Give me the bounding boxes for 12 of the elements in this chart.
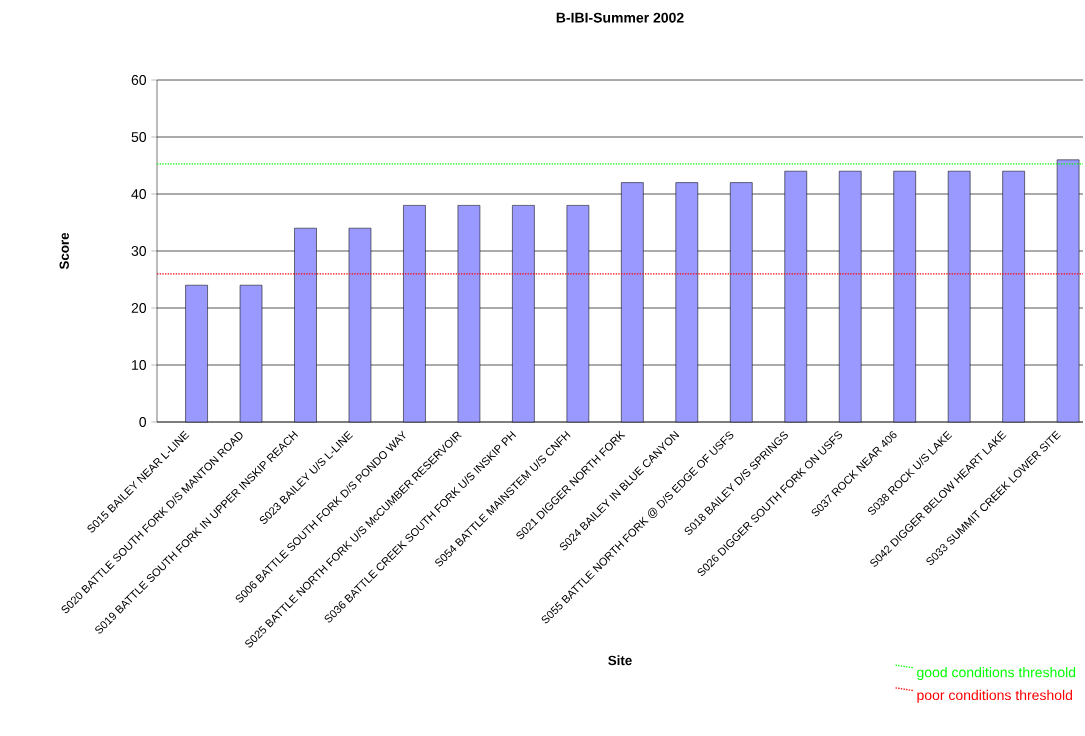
y-tick-label: 10 bbox=[132, 360, 147, 370]
y-tick-label: 0 bbox=[139, 417, 147, 427]
y-tick-label: 20 bbox=[131, 303, 147, 313]
y-tick-label: 40 bbox=[131, 189, 147, 199]
y-tick-label: 30 bbox=[131, 246, 147, 256]
y-tick-label: 60 bbox=[131, 75, 147, 85]
legend-label: good conditions threshold bbox=[917, 667, 1076, 681]
chart-title: B-IBI-Summer 2002 bbox=[556, 12, 684, 23]
y-tick-label: 50 bbox=[131, 132, 147, 142]
y-axis-title: Score bbox=[59, 232, 69, 270]
legend-label: poor conditions threshold bbox=[917, 689, 1072, 703]
x-axis-title: Site bbox=[608, 655, 632, 666]
